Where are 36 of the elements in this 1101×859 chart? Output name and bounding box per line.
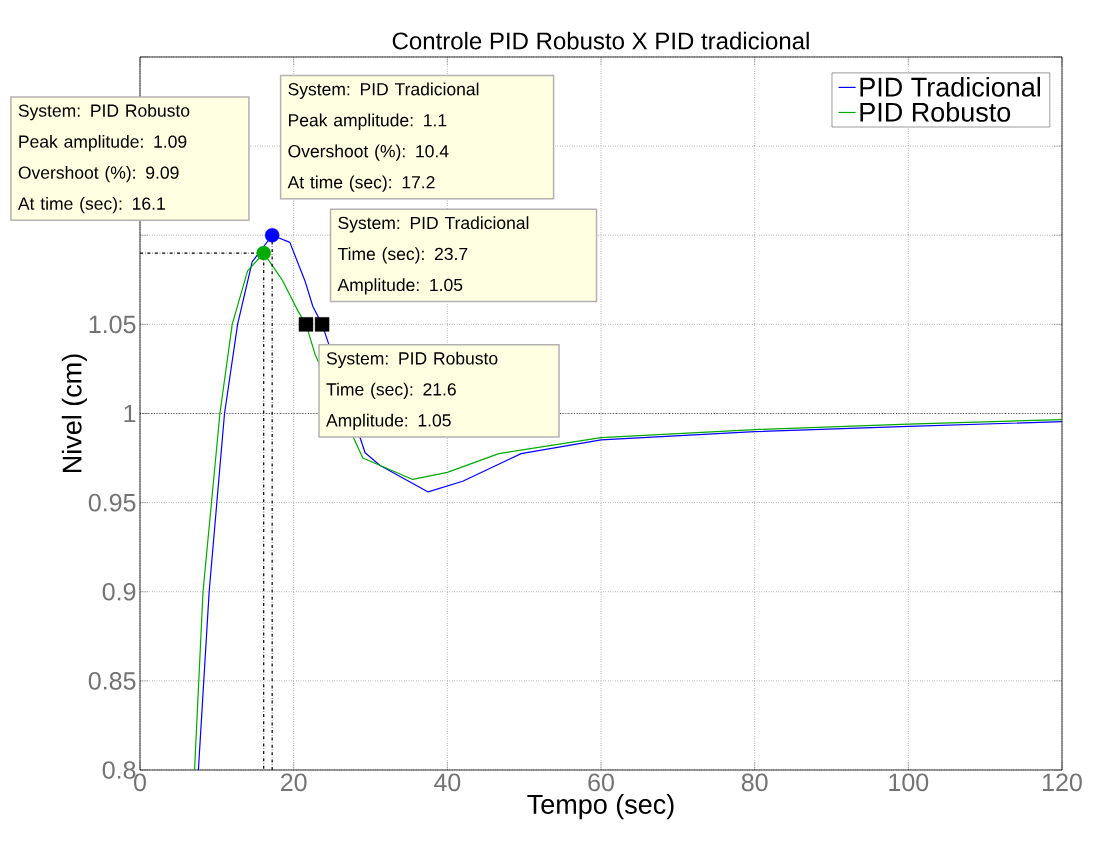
annotation: Time (sec): 23.7 bbox=[337, 247, 468, 264]
point bbox=[256, 245, 271, 261]
legend-label: PID Tradicional bbox=[860, 76, 1040, 97]
annotation: Peak amplitude: 1.1 bbox=[289, 113, 447, 130]
annotation: Peak amplitude: 1.09 bbox=[19, 134, 187, 152]
x-tick-label: 100 bbox=[889, 773, 929, 792]
y-tick-label: 0.8 bbox=[102, 761, 136, 779]
y-axis-title: Nivel (cm) bbox=[61, 354, 87, 473]
y-tick-label: 1.05 bbox=[89, 315, 136, 334]
legend-label: PID Robusto bbox=[860, 101, 1011, 122]
annotation: System: PID Tradicional bbox=[338, 216, 529, 233]
x-tick-label: 0 bbox=[134, 773, 146, 792]
x-axis-title: Tempo (sec) bbox=[527, 794, 674, 820]
chart-title: Controle PID Robusto X PID tradicional bbox=[392, 31, 809, 50]
point bbox=[264, 228, 280, 243]
y-tick-label: 0.85 bbox=[88, 672, 136, 690]
annotation: System: PID Robusto bbox=[326, 351, 498, 369]
annotation: System: PID Robusto bbox=[18, 103, 190, 121]
x-tick-label: 40 bbox=[434, 773, 461, 792]
annotation: System: PID Tradicional bbox=[288, 82, 479, 99]
annotation: Amplitude: 1.05 bbox=[337, 278, 463, 295]
x-tick-label: 120 bbox=[1043, 773, 1082, 792]
y-tick-label: 1 bbox=[124, 404, 136, 423]
y-tick-label: 0.9 bbox=[102, 582, 136, 601]
annotation: Overshoot (%): 9.09 bbox=[18, 165, 179, 183]
x-tick-label: 20 bbox=[281, 773, 307, 792]
annotation: Amplitude: 1.05 bbox=[326, 413, 451, 431]
x-tick-label: 80 bbox=[741, 773, 768, 792]
x-tick-label: 60 bbox=[588, 773, 614, 792]
annotation: At time (sec): 17.2 bbox=[287, 175, 435, 192]
annotation: At time (sec): 16.1 bbox=[17, 196, 165, 214]
point bbox=[298, 317, 314, 332]
y-tick-label: 0.95 bbox=[88, 493, 136, 512]
annotation: Overshoot (%): 10.4 bbox=[288, 144, 449, 161]
annotation: Time (sec): 21.6 bbox=[326, 382, 456, 400]
point bbox=[314, 317, 330, 332]
